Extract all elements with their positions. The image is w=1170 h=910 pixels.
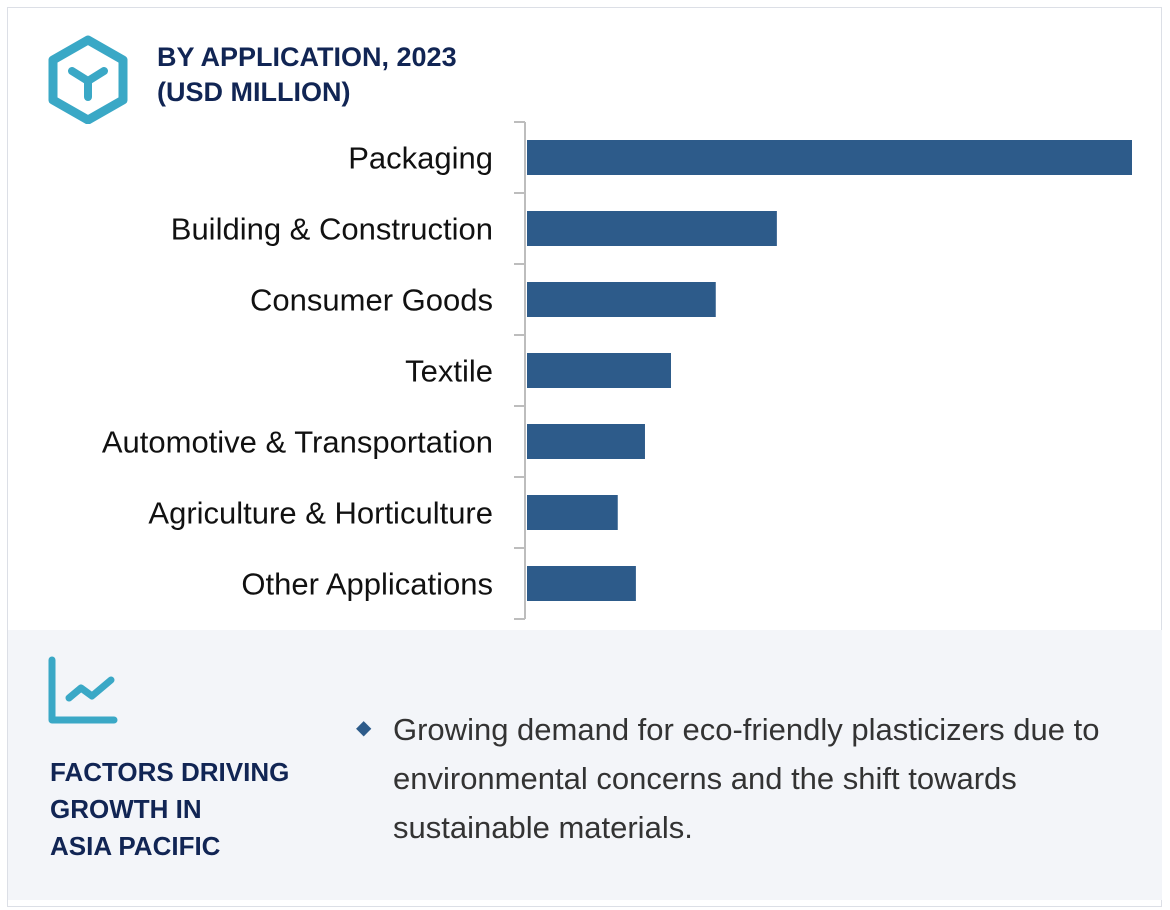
factors-heading-line: FACTORS DRIVING — [50, 757, 290, 787]
category-label: Packaging — [348, 141, 493, 176]
bar — [527, 424, 645, 459]
category-label: Other Applications — [241, 567, 493, 602]
hexagon-cube-icon — [48, 35, 128, 124]
card-frame — [7, 7, 1162, 907]
factors-heading: FACTORS DRIVING GROWTH IN ASIA PACIFIC — [50, 754, 330, 865]
title-line-1: BY APPLICATION, 2023 — [157, 42, 457, 72]
title-line-2: (USD MILLION) — [157, 77, 351, 107]
bar — [527, 140, 1132, 175]
category-label: Agriculture & Horticulture — [148, 496, 493, 531]
factors-heading-line: ASIA PACIFIC — [50, 831, 221, 861]
category-label: Consumer Goods — [250, 283, 493, 318]
bar — [527, 282, 716, 317]
category-label: Textile — [405, 354, 493, 389]
trend-chart-icon — [48, 656, 118, 724]
factors-panel — [8, 630, 1162, 900]
bar — [527, 495, 618, 530]
bar — [527, 353, 671, 388]
category-label: Automotive & Transportation — [102, 425, 493, 460]
factor-bullet-text: Growing demand for eco-friendly plastici… — [393, 712, 1100, 845]
factors-heading-line: GROWTH IN — [50, 794, 202, 824]
chart-title: BY APPLICATION, 2023 (USD MILLION) — [157, 40, 457, 110]
bar-chart: Packaging Building & Construction Consumer… — [102, 121, 1132, 620]
diamond-icon: ◆ — [356, 717, 372, 739]
category-label: Building & Construction — [171, 212, 493, 247]
bar — [527, 211, 777, 246]
bar — [527, 566, 636, 601]
